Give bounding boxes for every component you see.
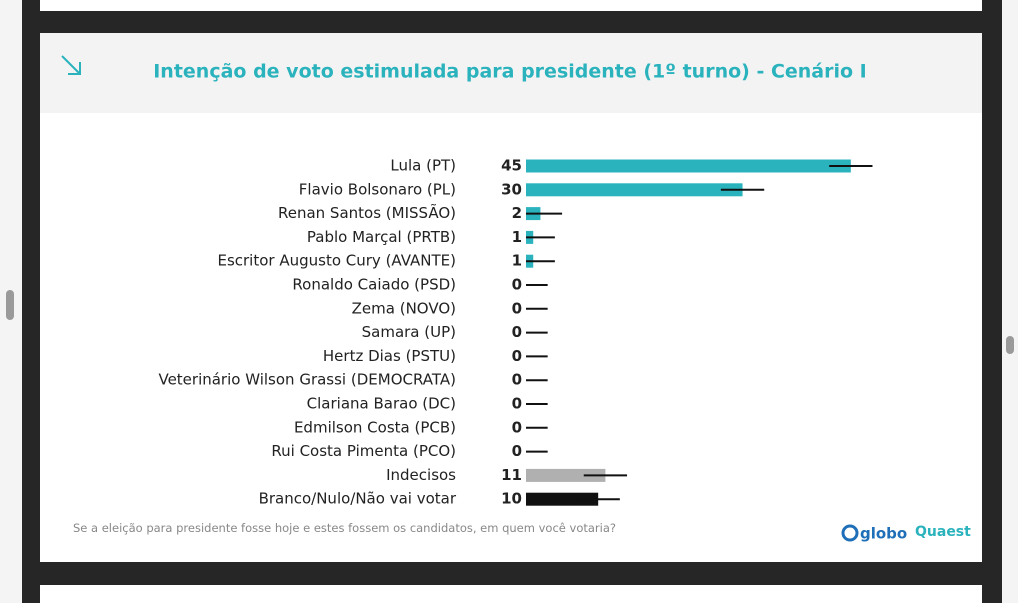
- category-label: Hertz Dias (PSTU): [323, 347, 456, 365]
- value-label: 1: [512, 252, 522, 270]
- footnote: Se a eleição para presidente fosse hoje …: [73, 521, 616, 535]
- scrollbar[interactable]: [6, 290, 14, 320]
- category-label: Clariana Barao (DC): [307, 395, 456, 413]
- category-label: Samara (UP): [362, 323, 456, 341]
- logo-icon: [841, 524, 859, 542]
- value-label: 0: [512, 418, 522, 436]
- bar: [526, 492, 599, 506]
- chart-title: Intenção de voto estimulada para preside…: [153, 61, 867, 83]
- value-label: 0: [512, 323, 522, 341]
- value-label: 0: [512, 371, 522, 389]
- value-label: 1: [512, 228, 522, 246]
- next-card: [40, 585, 982, 603]
- logo-quaest: Quaest: [915, 524, 971, 540]
- bar: [526, 468, 606, 482]
- value-label: 30: [501, 180, 522, 198]
- category-label: Zema (NOVO): [352, 299, 456, 317]
- scrollbar[interactable]: [1006, 336, 1014, 354]
- prev-card: [40, 0, 982, 11]
- bar: [526, 159, 851, 173]
- category-label: Escritor Augusto Cury (AVANTE): [217, 252, 456, 270]
- value-label: 45: [501, 157, 522, 175]
- arrow-icon: [61, 55, 81, 75]
- value-label: 11: [501, 466, 522, 484]
- category-label: Rui Costa Pimenta (PCO): [271, 442, 456, 460]
- category-label: Pablo Marçal (PRTB): [307, 228, 456, 246]
- category-label: Veterinário Wilson Grassi (DEMOCRATA): [158, 371, 456, 389]
- value-label: 0: [512, 395, 522, 413]
- value-label: 0: [512, 276, 522, 294]
- category-label: Lula (PT): [390, 157, 456, 175]
- card: [40, 33, 982, 562]
- logo-globo: globo: [860, 525, 907, 543]
- category-label: Renan Santos (MISSÃO): [278, 203, 456, 222]
- value-label: 2: [512, 204, 522, 222]
- value-label: 0: [512, 347, 522, 365]
- category-label: Indecisos: [386, 466, 456, 484]
- value-label: 0: [512, 299, 522, 317]
- category-label: Flavio Bolsonaro (PL): [299, 180, 456, 198]
- card-header: [40, 33, 982, 113]
- category-label: Edmilson Costa (PCB): [294, 418, 456, 436]
- value-label: 0: [512, 442, 522, 460]
- category-label: Ronaldo Caiado (PSD): [292, 276, 456, 294]
- category-label: Branco/Nulo/Não vai votar: [259, 490, 457, 508]
- bar: [526, 183, 743, 197]
- value-label: 10: [501, 490, 522, 508]
